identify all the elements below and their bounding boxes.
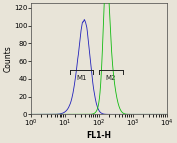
Text: M1: M1 [76,75,87,81]
Text: M2: M2 [106,75,116,81]
Y-axis label: Counts: Counts [4,45,12,72]
X-axis label: FL1-H: FL1-H [86,131,111,140]
